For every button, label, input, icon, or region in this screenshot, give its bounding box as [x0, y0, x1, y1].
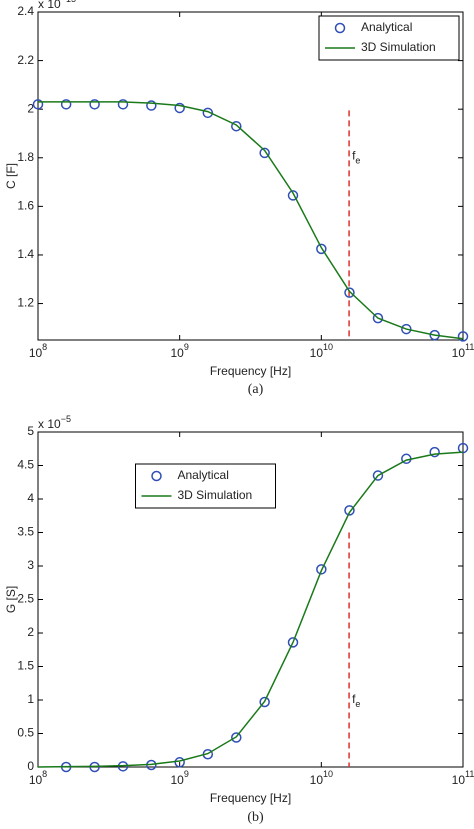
marker: [32, 99, 44, 110]
x-tick-base: 10: [310, 773, 324, 787]
x-tick-exponent: 11: [465, 769, 474, 779]
x-tick-label: 1010: [310, 342, 333, 360]
y-tick-label: 2.5: [17, 592, 34, 606]
multiplier-base: x 10: [38, 417, 61, 431]
series-line: [38, 101, 464, 340]
series-line: [37, 451, 464, 768]
x-tick-label: 108: [29, 769, 47, 787]
x-tick-exponent: 11: [465, 342, 474, 352]
legend-label: Analytical: [178, 468, 229, 482]
multiplier-exponent: −5: [61, 414, 71, 424]
x-axis-label: Frequency [Hz]: [210, 364, 291, 378]
marker: [174, 757, 185, 768]
y-tick-label: 5: [27, 424, 34, 438]
x-tick-exponent: 8: [42, 342, 47, 352]
marker: [259, 147, 270, 159]
y-tick-label: 1.8: [17, 150, 34, 164]
marker: [344, 505, 355, 516]
x-tick-label: 108: [29, 342, 47, 360]
x-tick-base: 10: [29, 346, 43, 360]
x-tick-base: 10: [29, 773, 43, 787]
multiplier-base: x 10: [38, 0, 61, 11]
annotation-text: f: [352, 148, 356, 162]
annotation-text: f: [352, 692, 356, 706]
caption: (b): [247, 810, 264, 825]
marker: [372, 470, 384, 481]
marker: [231, 120, 242, 132]
y-tick-label: 2: [27, 625, 34, 639]
marker: [174, 102, 185, 114]
x-tick-label: 1011: [452, 769, 474, 787]
annotation-label: fe: [352, 148, 360, 165]
x-tick-base: 10: [170, 346, 184, 360]
marker: [316, 243, 327, 255]
x-tick-base: 10: [310, 346, 324, 360]
y-multiplier: x 10−5: [38, 414, 71, 431]
y-tick-label: 1.6: [17, 199, 34, 213]
x-tick-exponent: 9: [184, 769, 189, 779]
legend-label: 3D Simulation: [361, 40, 436, 54]
x-tick-label: 1011: [452, 342, 474, 360]
x-tick-base: 10: [170, 773, 184, 787]
marker: [372, 312, 384, 324]
y-tick-label: 1: [27, 692, 34, 706]
legend-label: 3D Simulation: [178, 488, 253, 502]
y-tick-label: 2.4: [17, 4, 34, 18]
annotation-label: fe: [352, 692, 360, 709]
marker: [287, 190, 299, 201]
y-tick-label: 1.4: [17, 247, 34, 261]
y-tick-label: 0: [27, 759, 34, 773]
x-tick-base: 10: [452, 773, 466, 787]
y-tick-label: 4: [27, 491, 34, 505]
multiplier-exponent: −15: [61, 0, 76, 4]
marker: [146, 100, 157, 111]
marker: [117, 99, 129, 110]
annotation-subscript: e: [355, 156, 360, 166]
marker: [202, 107, 214, 119]
y-tick-label: 1.2: [17, 296, 34, 310]
x-tick-exponent: 8: [42, 769, 47, 779]
x-tick-label: 1010: [310, 769, 333, 787]
y-tick-label: 3: [27, 558, 34, 572]
marker: [89, 99, 100, 110]
y-axis-label: G [S]: [4, 586, 18, 613]
legend-label: Analytical: [361, 20, 412, 34]
x-tick-label: 109: [170, 342, 188, 360]
marker: [259, 696, 270, 708]
marker: [287, 637, 299, 648]
plot-frame: [37, 11, 464, 341]
marker: [231, 732, 242, 743]
y-tick-label: 3.5: [17, 525, 34, 539]
caption: (a): [248, 382, 264, 397]
legend-box: [135, 463, 276, 509]
x-tick-exponent: 10: [323, 342, 333, 352]
x-tick-exponent: 10: [323, 769, 333, 779]
y-tick-label: 2: [27, 101, 34, 115]
x-tick-base: 10: [452, 346, 466, 360]
x-tick-exponent: 9: [184, 342, 189, 352]
y-tick-label: 2.2: [17, 53, 34, 67]
x-axis-label: Frequency [Hz]: [210, 791, 291, 805]
y-tick-label: 4.5: [17, 458, 34, 472]
y-tick-label: 1.5: [17, 659, 34, 673]
y-axis-label: C [F]: [4, 163, 18, 189]
marker: [401, 323, 412, 335]
marker: [429, 446, 440, 458]
marker: [457, 331, 469, 342]
y-tick-label: 0.5: [17, 726, 34, 740]
legend-swatch: [151, 470, 162, 482]
annotation-subscript: e: [355, 699, 360, 709]
legend-swatch: [334, 22, 346, 34]
y-multiplier: x 10−15: [38, 0, 76, 11]
marker: [344, 287, 355, 298]
x-tick-label: 109: [170, 769, 188, 787]
marker: [60, 99, 72, 110]
marker: [316, 564, 327, 575]
